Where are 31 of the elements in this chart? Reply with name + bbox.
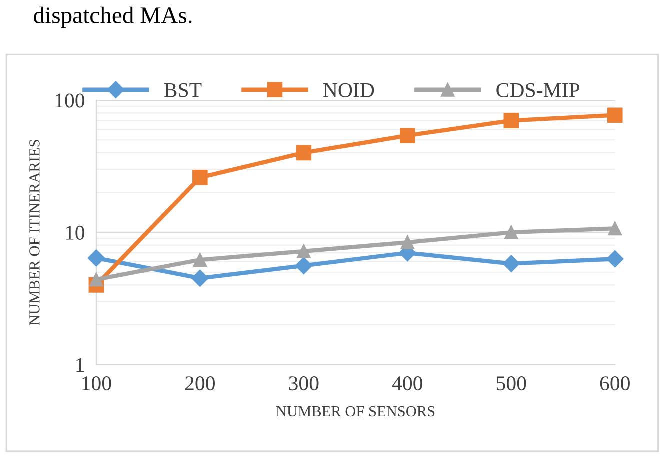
x-tick-label: 400 [392, 376, 422, 391]
point [608, 222, 622, 236]
x-tick-label: 100 [82, 376, 112, 391]
legend-label: CDS-MIP [496, 83, 580, 98]
y-tick-label: 1 [76, 358, 84, 372]
x-tick-label: 200 [185, 376, 215, 391]
y-axis-title: NUMBER OF ITINERARIES [30, 140, 40, 326]
point [400, 128, 416, 144]
y-tick-label: 10 [66, 226, 85, 240]
text: dispatched MAs. [34, 6, 192, 28]
point [607, 108, 623, 123]
point [88, 250, 105, 267]
point [296, 145, 312, 161]
legend-label: NOID [323, 83, 374, 98]
point [606, 250, 624, 268]
point [89, 272, 104, 287]
x-tick-label: 500 [496, 376, 526, 391]
point [193, 253, 208, 267]
x-axis-title: NUMBER OF SENSORS [276, 406, 435, 417]
point [192, 270, 209, 287]
legend-label: BST [164, 83, 202, 98]
x-tick-label: 600 [600, 376, 630, 391]
point [192, 170, 208, 186]
point [504, 226, 518, 240]
point [400, 236, 415, 250]
point [295, 257, 312, 274]
point [502, 255, 520, 272]
point [504, 113, 520, 128]
y-tick-label: 100 [56, 94, 85, 108]
x-tick-label: 300 [289, 376, 319, 391]
point [296, 244, 311, 258]
